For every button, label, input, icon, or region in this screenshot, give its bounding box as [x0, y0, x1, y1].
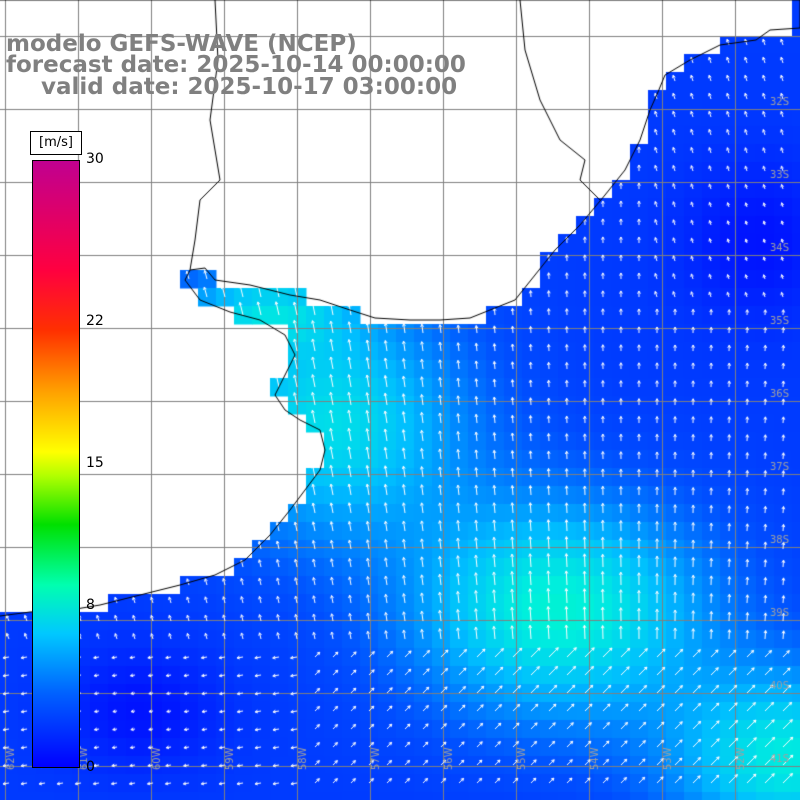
colorbar-tick-label: 8 [86, 596, 95, 613]
colorbar-tick-label: 15 [86, 455, 104, 471]
colorbar-tick-label: 30 [86, 151, 104, 167]
colorbar [32, 160, 80, 768]
forecast-date: forecast date: 2025-10-14 00:00:00 [6, 52, 466, 78]
colorbar-tick-label: 22 [86, 313, 104, 330]
colorbar-tick-label: 0 [86, 759, 95, 775]
colorbar-unit-label: [m/s] [30, 131, 82, 155]
valid-date: valid date: 2025-10-17 03:00:00 [41, 74, 458, 100]
model-title: modelo GEFS-WAVE (NCEP) [6, 31, 357, 57]
